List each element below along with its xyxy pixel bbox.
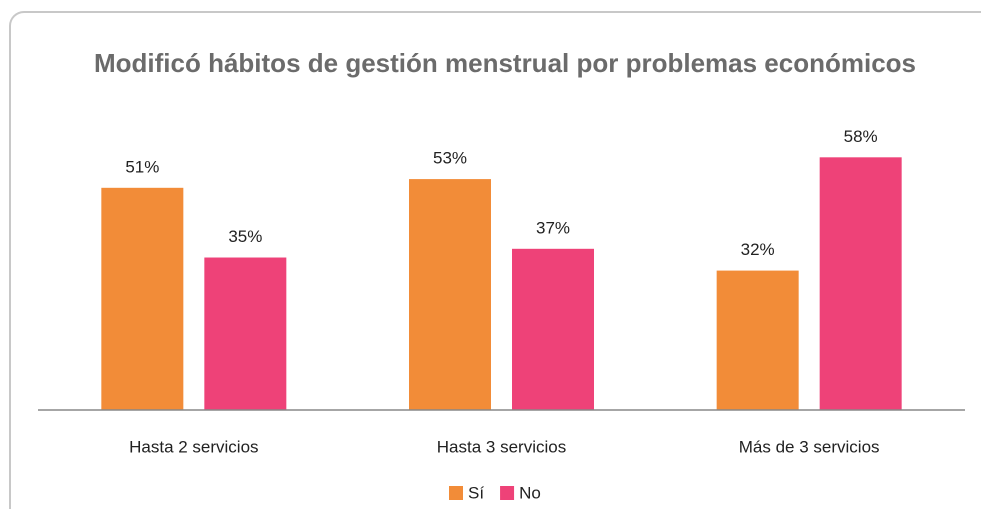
- legend-swatch: [500, 486, 515, 500]
- legend-swatch: [449, 486, 463, 500]
- bar: [409, 179, 491, 410]
- bar: [204, 257, 287, 410]
- bar: [716, 270, 799, 410]
- x-tick-label: Más de 3 servicios: [739, 437, 880, 456]
- legend-label: Sí: [468, 483, 484, 502]
- data-label: 53%: [433, 149, 467, 168]
- x-tick-label: Hasta 2 servicios: [129, 437, 258, 456]
- bar: [819, 157, 902, 410]
- bar: [512, 248, 594, 410]
- chart-title: Modificó hábitos de gestión menstrual po…: [94, 48, 916, 78]
- data-label: 58%: [844, 127, 878, 146]
- data-label: 35%: [228, 227, 262, 246]
- bar: [101, 187, 184, 410]
- data-label: 32%: [741, 240, 775, 259]
- legend-label: No: [519, 483, 541, 502]
- x-tick-label: Hasta 3 servicios: [437, 437, 566, 456]
- data-label: 51%: [125, 157, 159, 176]
- data-label: 37%: [536, 218, 570, 237]
